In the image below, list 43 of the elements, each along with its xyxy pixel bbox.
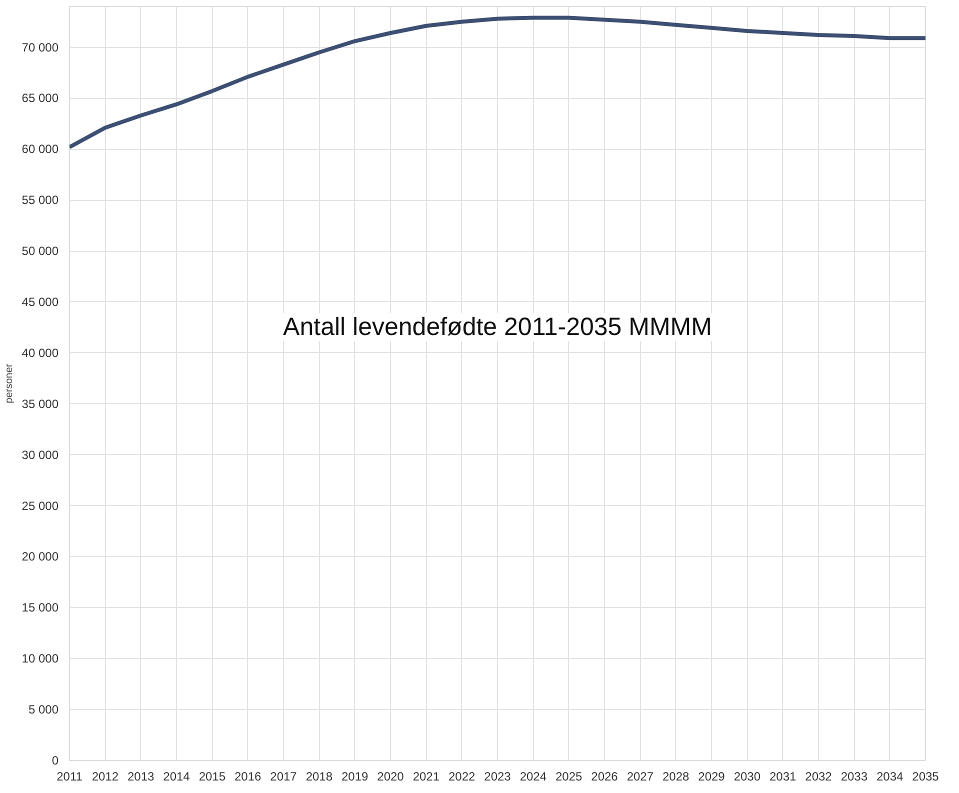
x-tick-label: 2022 bbox=[448, 770, 476, 784]
y-tick-label: 60 000 bbox=[22, 142, 59, 156]
line-series bbox=[70, 16, 926, 150]
y-axis-title: personer bbox=[4, 363, 15, 404]
y-tick-label: 20 000 bbox=[22, 550, 59, 564]
x-tick-label: 2026 bbox=[591, 770, 618, 784]
x-tick-label: 2030 bbox=[734, 770, 761, 784]
x-tick-label: 2024 bbox=[520, 770, 547, 784]
x-tick-label: 2034 bbox=[876, 770, 904, 784]
x-tick-label: 2018 bbox=[306, 770, 333, 784]
x-tick-label: 2016 bbox=[234, 770, 262, 784]
y-tick-label: 0 bbox=[52, 754, 59, 768]
y-tick-label: 10 000 bbox=[22, 652, 59, 666]
text: Antall levendefødte 2011-2035 MMMM bbox=[283, 312, 712, 341]
x-tick-label: 2027 bbox=[626, 770, 654, 784]
x-tick-label: 2013 bbox=[127, 770, 155, 784]
x-tick-label: 2014 bbox=[163, 770, 190, 784]
y-tick-label: 30 000 bbox=[22, 448, 59, 462]
x-tick-label: 2028 bbox=[662, 770, 690, 784]
x-tick-label: 2023 bbox=[484, 770, 512, 784]
y-tick-label: 35 000 bbox=[22, 396, 59, 411]
y-tick-label: 5 000 bbox=[28, 702, 59, 717]
y-tick-label: 25 000 bbox=[22, 498, 59, 513]
x-tick-label: 2020 bbox=[377, 770, 404, 784]
y-tick-label: 15 000 bbox=[22, 600, 59, 615]
x-tick-label: 2021 bbox=[412, 770, 440, 784]
x-tick-label: 2032 bbox=[805, 770, 832, 784]
x-tick-label: 2011 bbox=[56, 770, 83, 784]
x-tick-label: 2017 bbox=[270, 770, 298, 784]
y-tick-label: 45 000 bbox=[22, 294, 59, 309]
x-tick-label: 2012 bbox=[92, 770, 119, 784]
y-tick-label: 50 000 bbox=[22, 244, 59, 258]
x-tick-label: 2031 bbox=[769, 770, 797, 784]
x-tick-label: 2025 bbox=[555, 770, 583, 784]
y-tick-label: 40 000 bbox=[22, 346, 59, 360]
x-tick-label: 2033 bbox=[840, 770, 868, 784]
y-tick-label: 65 000 bbox=[22, 91, 59, 106]
x-tick-label: 2015 bbox=[198, 770, 226, 784]
y-tick-label: 55 000 bbox=[22, 193, 59, 208]
y-tick-label: 70 000 bbox=[22, 40, 59, 54]
x-tick-label: 2029 bbox=[698, 770, 726, 784]
x-tick-label: 2019 bbox=[341, 770, 369, 784]
x-tick-label: 2035 bbox=[912, 770, 940, 784]
